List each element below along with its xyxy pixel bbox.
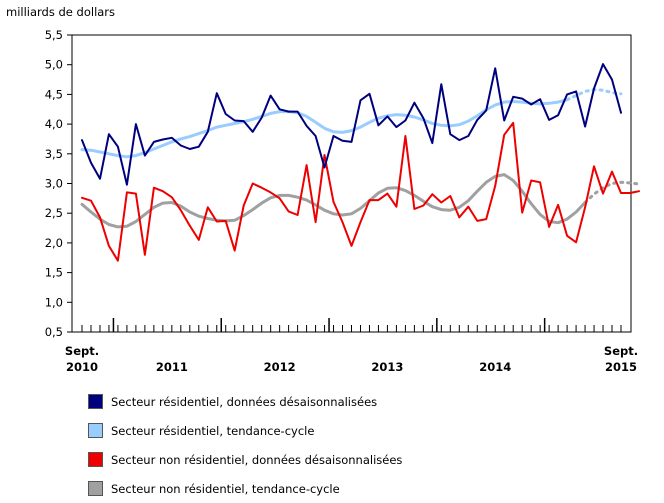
legend-swatch bbox=[88, 394, 103, 409]
x-axis: Sept. 2010 2011 2012 2013 2014 Sept. 2015 bbox=[65, 318, 638, 374]
y-tick-label: 5,5 bbox=[45, 28, 63, 42]
y-tick-label: 3,5 bbox=[45, 147, 63, 161]
series-line bbox=[81, 121, 640, 262]
x-tick-label: 2015 bbox=[605, 360, 637, 374]
series-layer bbox=[80, 63, 641, 262]
series-line-projection bbox=[583, 180, 641, 204]
y-tick-label: 4,5 bbox=[45, 87, 63, 101]
y-tick-label: 5,0 bbox=[45, 58, 63, 72]
x-tick-label: Sept. bbox=[65, 344, 99, 358]
y-axis: 0,5 1,0 1,5 2,0 2,5 3,0 3,5 4,0 4,5 5,0 5,5 bbox=[45, 28, 72, 339]
legend-label: Secteur résidentiel, données désaisonnal… bbox=[111, 394, 378, 409]
x-tick-label: Sept. bbox=[604, 344, 638, 358]
y-tick-label: 4,0 bbox=[45, 117, 63, 131]
chart: milliards de dollars 0,5 1,0 1,5 2,0 2,5 3,0 3… bbox=[6, 5, 641, 374]
y-tick-label: 1,0 bbox=[45, 295, 63, 309]
legend-label: Secteur non résidentiel, données désaiso… bbox=[111, 452, 403, 467]
y-axis-label: milliards de dollars bbox=[6, 5, 115, 19]
series-line bbox=[81, 63, 622, 186]
y-tick-label: 2,5 bbox=[45, 206, 63, 220]
plot-frame bbox=[71, 34, 632, 333]
series-line bbox=[80, 98, 569, 159]
legend: Secteur résidentiel, données désaisonnal… bbox=[88, 387, 402, 503]
x-tick-label: 2010 bbox=[66, 360, 98, 374]
x-tick-label: 2011 bbox=[156, 360, 188, 374]
x-tick-label: 2014 bbox=[479, 360, 511, 374]
legend-swatch bbox=[88, 452, 103, 467]
legend-swatch bbox=[88, 481, 103, 496]
legend-swatch bbox=[88, 423, 103, 438]
x-tick-label: 2012 bbox=[264, 360, 296, 374]
legend-item: Secteur résidentiel, tendance-cycle bbox=[88, 416, 402, 445]
legend-item: Secteur non résidentiel, données désaiso… bbox=[88, 445, 402, 474]
y-tick-label: 2,0 bbox=[45, 236, 63, 250]
x-tick-label: 2013 bbox=[371, 360, 403, 374]
legend-label: Secteur résidentiel, tendance-cycle bbox=[111, 423, 315, 438]
legend-item: Secteur résidentiel, données désaisonnal… bbox=[88, 387, 402, 416]
y-tick-label: 3,0 bbox=[45, 177, 63, 191]
y-tick-label: 0,5 bbox=[45, 325, 63, 339]
series-line bbox=[80, 173, 587, 229]
legend-item: Secteur non résidentiel, tendance-cycle bbox=[88, 474, 402, 503]
legend-label: Secteur non résidentiel, tendance-cycle bbox=[111, 481, 340, 496]
y-tick-label: 1,5 bbox=[45, 266, 63, 280]
